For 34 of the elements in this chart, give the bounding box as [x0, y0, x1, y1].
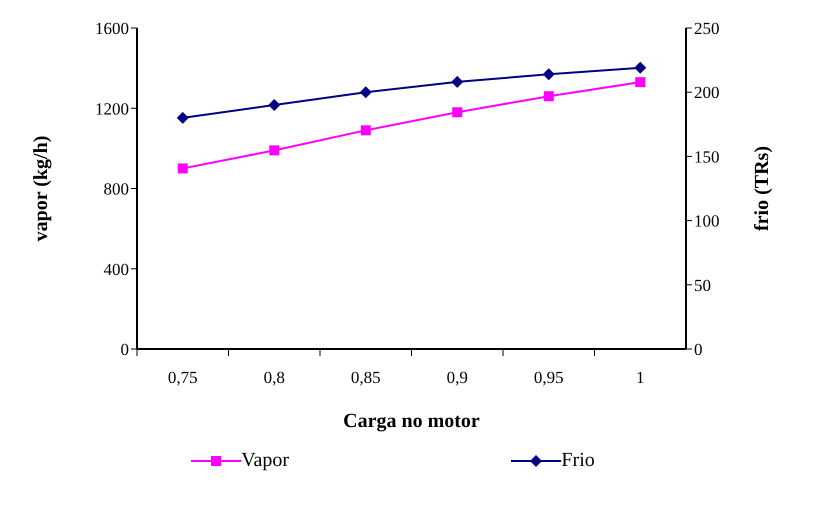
x-tick-label: 0,95 — [534, 368, 564, 387]
y2-tick-label: 0 — [694, 340, 702, 360]
y2-tick-label: 150 — [694, 147, 720, 166]
y-tick-label: 0 — [120, 340, 129, 360]
x-tick-label: 0,8 — [264, 368, 285, 387]
point — [634, 62, 646, 74]
y-tick-label: 400 — [104, 260, 129, 279]
legend-label: Vapor — [241, 449, 289, 472]
x-tick-label: 0,75 — [168, 368, 198, 387]
legend-label: Frio — [561, 449, 595, 472]
y-tick-label: 1200 — [95, 99, 129, 118]
x-tick-label: 0,85 — [350, 368, 381, 387]
y-tick-label: 1600 — [95, 19, 129, 38]
y2-tick-label: 100 — [694, 212, 720, 231]
y-axis-title: vapor (kg/h) — [30, 136, 52, 242]
point — [544, 91, 554, 102]
y2-axis-title: frio (TRs) — [751, 146, 774, 231]
point — [269, 145, 280, 156]
y2-tick-label: 250 — [694, 19, 720, 38]
point — [542, 68, 555, 80]
point — [178, 163, 188, 174]
y2-tick-label: 50 — [694, 276, 711, 295]
point — [360, 125, 371, 136]
y-tick-label: 800 — [104, 180, 129, 199]
y2-tick-label: 200 — [694, 83, 720, 102]
point — [635, 77, 646, 88]
point — [360, 86, 372, 98]
point — [451, 76, 464, 88]
point — [176, 112, 189, 124]
x-tick-label: 1 — [636, 368, 644, 387]
x-axis-title: Carga no motor — [343, 410, 480, 432]
x-tick-label: 0,9 — [446, 368, 468, 387]
point — [268, 99, 280, 112]
point — [452, 107, 462, 118]
